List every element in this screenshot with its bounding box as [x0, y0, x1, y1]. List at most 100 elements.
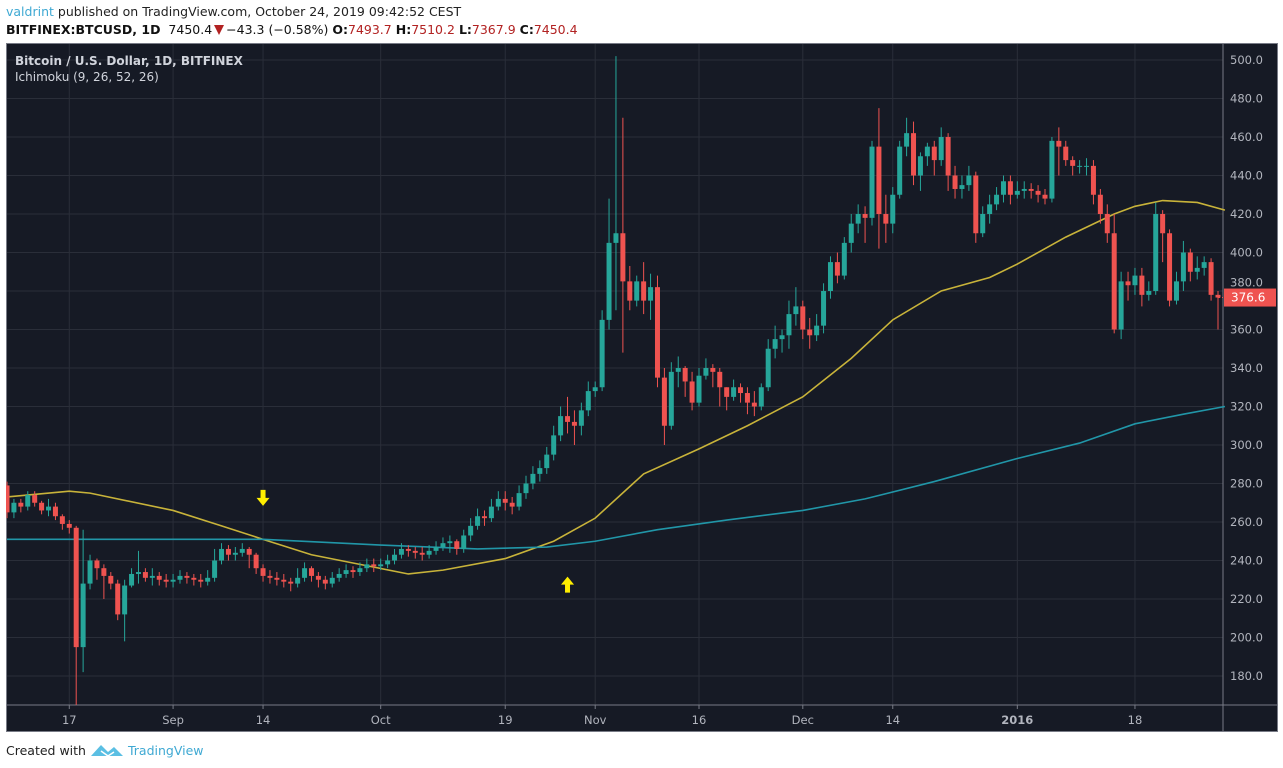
candle — [959, 175, 965, 199]
candle — [322, 575, 328, 590]
candle-body — [1208, 262, 1214, 295]
candle-body — [558, 416, 564, 436]
candle-body — [523, 483, 529, 494]
candle-body — [295, 577, 301, 584]
candle — [1118, 271, 1124, 340]
candle-body — [1111, 233, 1117, 330]
candle — [613, 56, 619, 311]
candle-body — [1035, 190, 1041, 195]
candle-body — [994, 194, 1000, 205]
candle-body — [239, 548, 245, 553]
candle — [758, 383, 764, 411]
candle-body — [163, 579, 169, 582]
candle — [585, 381, 591, 417]
candle — [1097, 188, 1103, 224]
indicator-label[interactable]: Ichimoku (9, 26, 52, 26) — [15, 70, 159, 84]
candle — [841, 237, 847, 280]
candle — [59, 514, 65, 530]
candle — [827, 256, 833, 299]
candle-body — [793, 306, 799, 315]
candle-body — [488, 506, 494, 519]
candle — [1007, 175, 1013, 205]
candle-body — [1000, 181, 1006, 195]
x-tick-label: 18 — [1128, 713, 1143, 727]
candle — [149, 568, 155, 586]
y-tick-label: 380.0 — [1230, 276, 1263, 290]
candle-body — [578, 410, 584, 426]
candle — [786, 300, 792, 349]
candle-body — [274, 577, 280, 580]
candle — [232, 547, 238, 561]
price-chart[interactable]: 180.0 200.0 220.0 240.0 260.0 280.0 300.0 320.0… — [6, 43, 1278, 732]
candle — [724, 387, 730, 411]
candle-body — [682, 368, 688, 382]
candle-body — [1160, 214, 1166, 234]
candle — [405, 545, 411, 557]
candle-body — [537, 468, 543, 474]
candle — [198, 573, 204, 588]
candle — [1173, 271, 1179, 305]
candle-body — [1014, 190, 1020, 195]
candle-body — [1180, 252, 1186, 282]
candle-body — [232, 552, 238, 555]
candle — [869, 140, 875, 226]
candle-body — [364, 564, 370, 569]
candle — [703, 358, 709, 380]
candle-body — [1049, 140, 1055, 199]
symbol-info: BITFINEX:BTCUSD, 1D 7450.4 −43.3 (−0.58%)… — [6, 22, 578, 37]
candle — [246, 547, 252, 569]
candle-body — [862, 214, 868, 218]
tradingview-link[interactable]: TradingView — [127, 742, 204, 758]
candle — [32, 491, 38, 507]
candle — [994, 187, 1000, 211]
candle — [710, 364, 716, 388]
candle-body — [1118, 281, 1124, 330]
candle — [1028, 183, 1034, 199]
candle — [426, 545, 432, 559]
candle — [1111, 214, 1117, 334]
y-tick-label: 220.0 — [1230, 592, 1263, 606]
last-price-label: 376.6 — [1231, 291, 1265, 305]
candle — [94, 558, 100, 580]
candle — [523, 475, 529, 499]
candle-body — [322, 579, 328, 584]
chart-title: Bitcoin / U.S. Dollar, 1D, BITFINEX — [15, 54, 243, 68]
candle-body — [1021, 188, 1027, 191]
candle-body — [135, 572, 141, 574]
candle — [142, 568, 148, 582]
candle — [883, 194, 889, 243]
candle-body — [530, 473, 536, 484]
candle — [814, 314, 820, 342]
candle-body — [592, 387, 598, 392]
candle-body — [39, 502, 45, 511]
author-link[interactable]: valdrint — [6, 4, 54, 19]
candle-body — [1070, 160, 1076, 166]
y-tick-label: 200.0 — [1230, 631, 1263, 645]
candle-body — [426, 550, 432, 555]
candle — [1125, 271, 1131, 301]
candle-body — [343, 570, 349, 574]
candle — [821, 283, 827, 334]
candle — [1070, 156, 1076, 176]
chart-legend: Bitcoin / U.S. Dollar, 1D, BITFINEX Ichi… — [15, 53, 243, 85]
x-tick-label: 17 — [62, 713, 77, 727]
candle-body — [246, 548, 252, 555]
candle — [980, 206, 986, 238]
candle — [592, 381, 598, 397]
candle-body — [689, 381, 695, 403]
candle — [1201, 256, 1207, 276]
footer: Created with TradingView — [6, 742, 204, 758]
candle — [392, 548, 398, 565]
candle — [495, 491, 501, 511]
candle-body — [703, 368, 709, 376]
candle-body — [717, 371, 723, 388]
candle-body — [744, 393, 750, 403]
y-tick-label: 500.0 — [1230, 53, 1263, 67]
candle-body — [1084, 165, 1090, 167]
candle-body — [544, 454, 550, 469]
candle — [1167, 229, 1173, 307]
candle-body — [281, 579, 287, 582]
candle-body — [475, 516, 481, 526]
candle-body — [177, 575, 183, 580]
candle — [530, 466, 536, 490]
